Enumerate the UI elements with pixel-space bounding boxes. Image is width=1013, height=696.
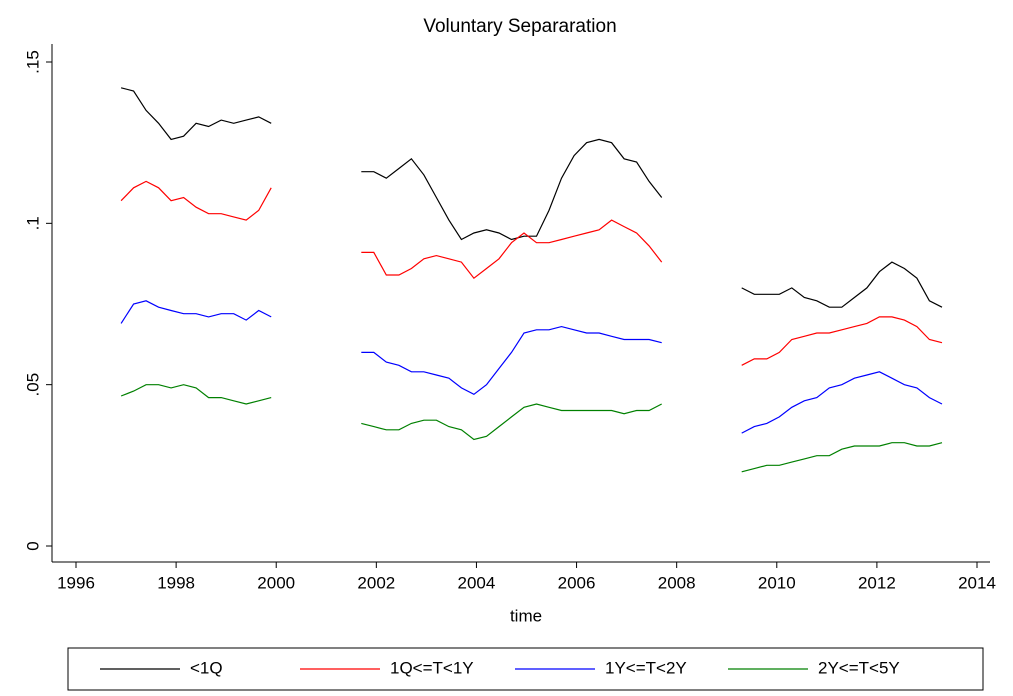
- x-tick-label: 2008: [658, 573, 696, 592]
- x-tick-label: 2006: [558, 573, 596, 592]
- series-line: [120, 87, 943, 308]
- legend-box: [67, 647, 984, 691]
- y-tick-label: .1: [23, 216, 42, 230]
- x-tick-label: 1998: [157, 573, 195, 592]
- legend-label: <1Q: [190, 658, 223, 677]
- y-tick-label: .05: [23, 373, 42, 397]
- x-tick-label: 1996: [57, 573, 95, 592]
- y-tick-label: 0: [23, 541, 42, 550]
- series-line: [120, 180, 943, 366]
- legend-label: 1Q<=T<1Y: [390, 658, 474, 677]
- legend-label: 2Y<=T<5Y: [818, 658, 900, 677]
- series-line: [120, 300, 943, 434]
- x-tick-label: 2010: [758, 573, 796, 592]
- y-tick-label: .15: [23, 50, 42, 74]
- series-line: [120, 384, 943, 473]
- x-tick-label: 2000: [257, 573, 295, 592]
- x-tick-label: 2012: [858, 573, 896, 592]
- x-axis-label: time: [510, 606, 542, 625]
- x-tick-label: 2004: [458, 573, 496, 592]
- x-tick-label: 2002: [357, 573, 395, 592]
- x-tick-label: 2014: [958, 573, 996, 592]
- legend-label: 1Y<=T<2Y: [605, 658, 687, 677]
- chart-title: Voluntary Separaration: [423, 16, 616, 37]
